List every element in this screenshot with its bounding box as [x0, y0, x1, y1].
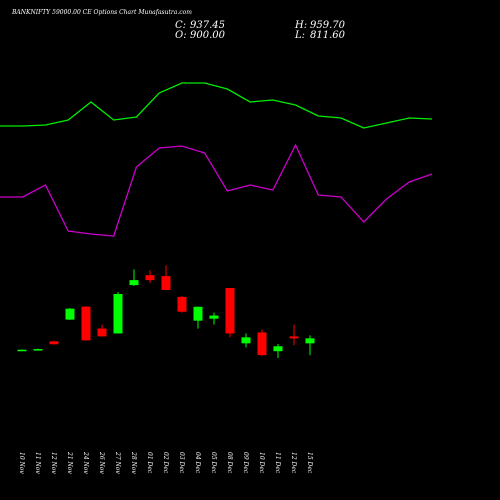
candle-body: [113, 294, 123, 334]
x-tick-label: 15 Dec: [306, 452, 313, 474]
candle-body: [305, 338, 315, 344]
indicator-line: [0, 143, 433, 237]
candle-body: [129, 280, 139, 286]
candle-body: [273, 346, 283, 352]
x-tick-label: 12 Dec: [290, 452, 297, 474]
readout-label: O:: [175, 30, 187, 41]
candle-body: [177, 296, 187, 312]
indicator-line: [0, 82, 433, 129]
candle-body: [81, 306, 91, 341]
x-tick-label: 28 Nov: [130, 451, 137, 474]
readout-label: L:: [294, 30, 305, 41]
readout-label: H:: [294, 20, 307, 31]
x-tick-label: 08 Dec: [226, 452, 233, 474]
x-tick-label: 05 Dec: [210, 452, 217, 474]
candle-body: [49, 341, 59, 345]
x-tick-label: 01 Dec: [146, 452, 153, 474]
x-tick-label: 27 Nov: [114, 451, 121, 474]
candle-body: [225, 288, 235, 334]
candle-body: [65, 308, 75, 320]
x-tick-label: 10 Dec: [258, 452, 265, 474]
x-tick-label: 21 Nov: [66, 451, 73, 474]
readout-label: C:: [175, 20, 186, 31]
x-tick-label: 03 Dec: [178, 452, 185, 474]
x-tick-label: 09 Dec: [242, 452, 249, 474]
candle-body: [33, 349, 43, 351]
x-tick-label: 11 Dec: [274, 452, 281, 474]
candle-body: [97, 328, 107, 337]
candle-body: [257, 332, 267, 356]
readout-value: 959.70: [310, 20, 346, 31]
x-tick-label: 12 Nov: [50, 452, 57, 474]
readout-value: 811.60: [310, 30, 346, 41]
x-tick-label: 10 Nov: [18, 452, 25, 474]
candle-body: [145, 275, 155, 281]
x-tick-label: 04 Dec: [194, 452, 201, 474]
candle-body: [161, 276, 171, 290]
candle-body: [17, 349, 27, 352]
candle-body: [241, 337, 251, 344]
chart-title: BANKNIFTY 59000.00 CE Options Chart Muna…: [11, 9, 192, 16]
x-tick-label: 11 Nov: [34, 452, 41, 474]
candle-body: [209, 315, 219, 319]
candle-body: [289, 336, 299, 339]
x-tick-label: 24 Nov: [82, 451, 89, 474]
candle-body: [193, 306, 203, 321]
x-tick-label: 26 Nov: [98, 451, 105, 474]
readout-value: 900.00: [190, 30, 226, 41]
readout-value: 937.45: [190, 20, 225, 31]
x-tick-label: 02 Dec: [162, 452, 169, 474]
